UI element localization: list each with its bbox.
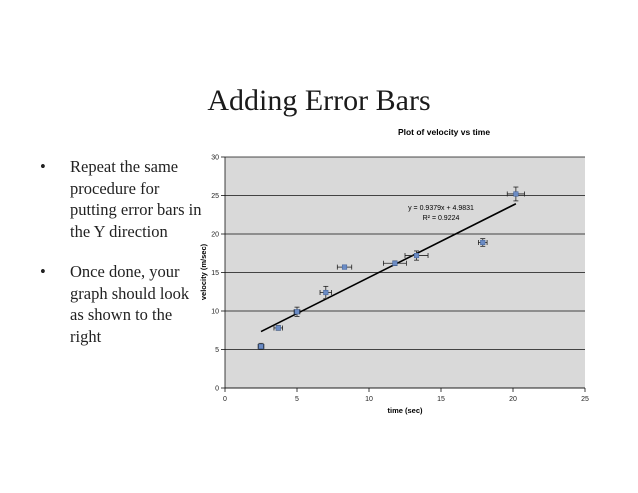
x-axis-label: time (sec): [387, 406, 423, 415]
bullet-text: Once done, your graph should look as sho…: [70, 262, 190, 346]
trendline-equation: y = 0.9379x + 4.9831: [408, 205, 474, 212]
data-point-group: [273, 325, 283, 331]
y-tick-label: 0: [215, 386, 219, 393]
data-point: [294, 309, 300, 315]
data-point-group: [478, 238, 488, 247]
data-point-group: [319, 285, 332, 300]
trendline-group: [260, 203, 517, 333]
data-point: [480, 239, 486, 246]
y-axis-ticks: 0 5 10 15 20 25 30: [211, 155, 225, 393]
x-tick-label: 0: [223, 396, 227, 403]
data-point-group: [506, 186, 525, 202]
x-tick-label: 5: [295, 396, 299, 403]
data-point: [323, 289, 329, 296]
data-point-group: [382, 260, 407, 266]
y-tick-label: 30: [211, 155, 219, 162]
x-tick-label: 20: [509, 396, 517, 403]
bullet-dot: •: [40, 157, 46, 176]
x-axis-ticks: 0 5 10 15 20 25: [223, 388, 589, 403]
trendline: [260, 203, 517, 333]
x-tick-label: 10: [365, 396, 373, 403]
chart-title: Plot of velocity vs time: [398, 127, 490, 137]
data-point-group: [293, 306, 301, 317]
data-point: [392, 260, 398, 266]
slide-title: Adding Error Bars: [207, 84, 431, 117]
y-tick-label: 5: [215, 347, 219, 354]
y-axis-label: velocity (m/sec): [199, 243, 208, 300]
bullet-dot: •: [40, 262, 46, 281]
y-tick-label: 15: [211, 270, 219, 277]
y-tick-label: 10: [211, 309, 219, 316]
data-point: [413, 253, 420, 259]
y-tick-label: 25: [211, 193, 219, 200]
data-point-group: [257, 342, 265, 350]
data-point: [258, 343, 264, 349]
velocity-time-chart: Plot of velocity vs time 0 5 10 15 20 25 30 0 5…: [199, 127, 589, 415]
bullet-item: • Once done, your graph should look as s…: [36, 261, 206, 347]
y-tick-label: 20: [211, 232, 219, 239]
data-points: [257, 186, 525, 350]
data-point: [275, 325, 281, 331]
data-point-group: [336, 264, 353, 270]
data-point: [513, 191, 519, 197]
data-point: [341, 264, 348, 270]
r-squared-label: R² = 0.9224: [423, 215, 460, 222]
data-point-group: [404, 250, 429, 261]
bullet-list: • Repeat the same procedure for putting …: [36, 156, 206, 366]
x-tick-label: 25: [581, 396, 589, 403]
x-tick-label: 15: [437, 396, 445, 403]
bullet-item: • Repeat the same procedure for putting …: [36, 156, 206, 242]
bullet-text: Repeat the same procedure for putting er…: [70, 157, 202, 241]
